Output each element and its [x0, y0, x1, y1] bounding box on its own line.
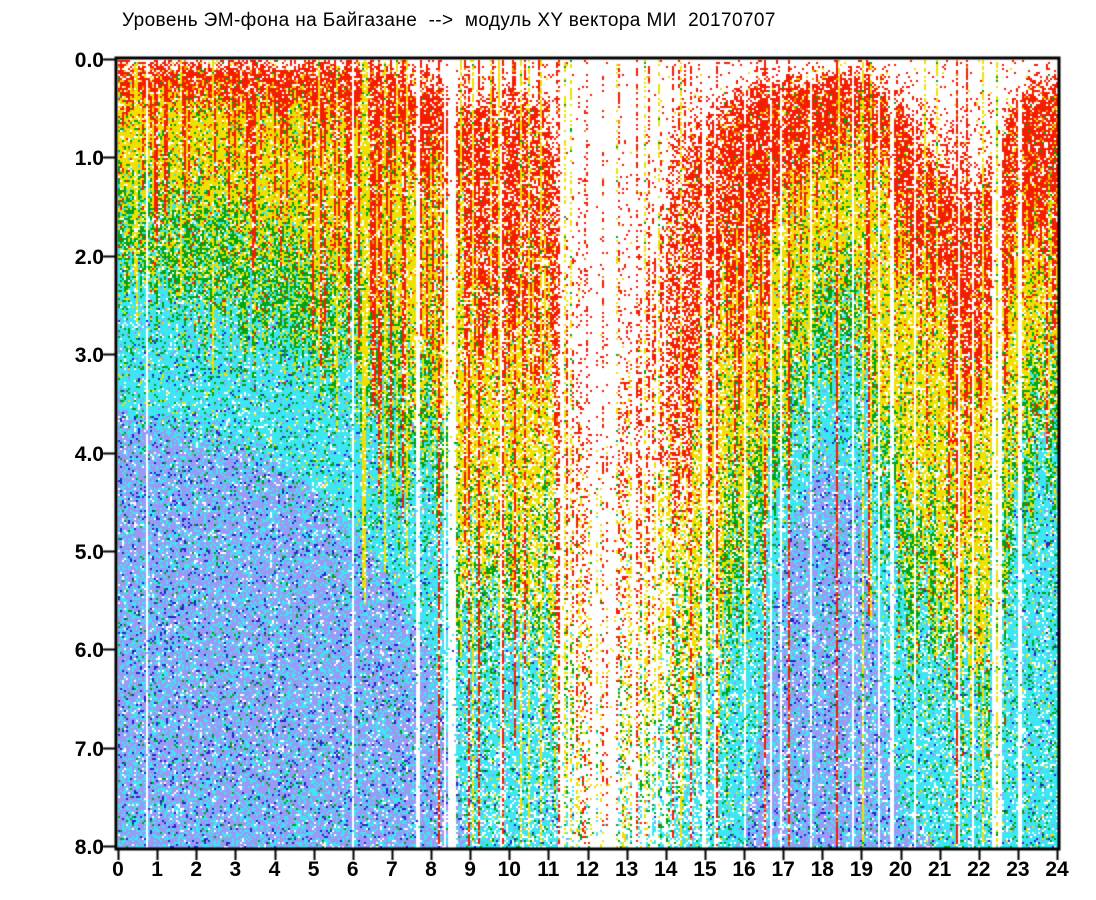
chart-title: Уровень ЭМ-фона на Байгазане --> модуль … — [122, 10, 776, 31]
x-tick-label: 2 — [190, 858, 203, 881]
x-tick-label: 11 — [537, 858, 560, 881]
y-tick-label: 5.0 — [74, 540, 104, 564]
x-tick-label: 23 — [1006, 858, 1030, 881]
x-tick-label: 21 — [927, 858, 952, 881]
x-tick-label: 8 — [425, 858, 437, 881]
x-tick-label: 9 — [464, 858, 476, 881]
y-tick-label: 2.0 — [74, 245, 104, 269]
x-tick-label: 16 — [732, 858, 756, 881]
x-tick-label: 22 — [967, 858, 991, 881]
x-tick-label: 24 — [1045, 858, 1069, 881]
y-tick-label: 0.0 — [74, 49, 104, 72]
x-tick-label: 10 — [497, 858, 521, 881]
y-tick-label: 8.0 — [74, 836, 104, 859]
x-tick-label: 12 — [575, 858, 600, 881]
x-tick-label: 5 — [307, 858, 320, 881]
x-tick-label: 14 — [654, 858, 678, 881]
x-tick-label: 0 — [112, 858, 124, 881]
x-tick-label: 7 — [386, 858, 398, 881]
y-tick-label: 1.0 — [74, 147, 104, 171]
x-tick-label: 6 — [346, 858, 359, 881]
y-tick-label: 6.0 — [74, 639, 104, 663]
y-tick-label: 7.0 — [74, 737, 104, 761]
x-tick-label: 18 — [810, 858, 834, 881]
x-tick-label: 15 — [693, 858, 717, 881]
x-tick-label: 19 — [849, 858, 874, 881]
y-tick-label: 3.0 — [74, 344, 104, 368]
y-tick-label: 4.0 — [74, 442, 104, 466]
x-tick-label: 17 — [771, 858, 795, 881]
x-tick-label: 3 — [229, 858, 242, 881]
x-tick-label: 20 — [888, 858, 913, 881]
x-tick-label: 1 — [151, 858, 163, 881]
x-tick-label: 4 — [268, 858, 281, 881]
x-tick-label: 13 — [614, 858, 639, 881]
